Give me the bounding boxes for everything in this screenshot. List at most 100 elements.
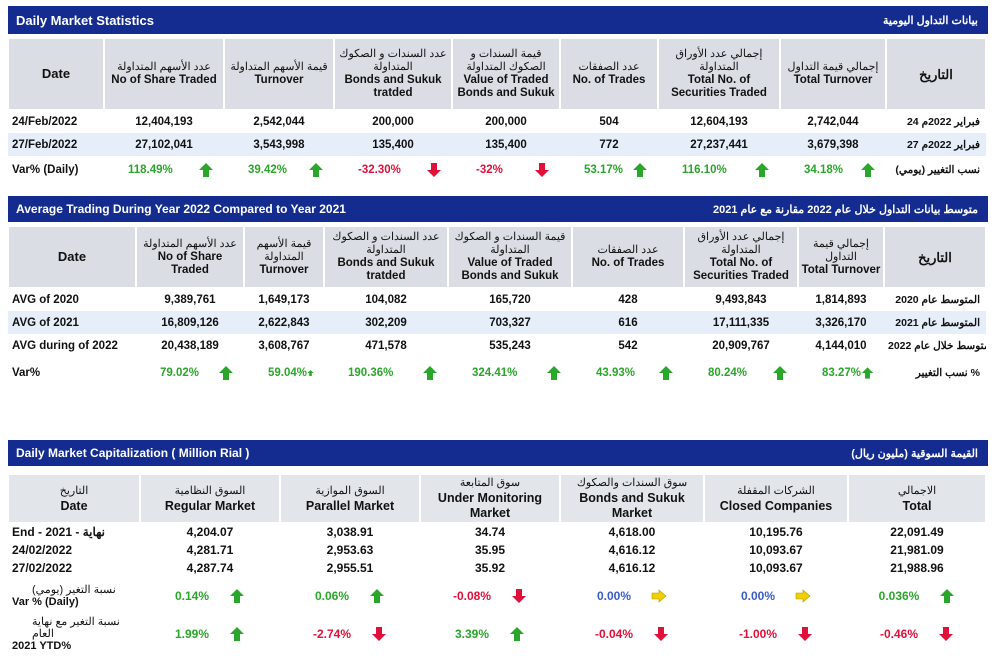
table-row: AVG of 2020 9,389,761 1,649,173 104,082 165,… [8, 288, 986, 311]
data-cell: 4,281.71 [186, 543, 234, 557]
row-date: AVG during of 2022 [12, 339, 118, 352]
arrow-down-icon [798, 627, 813, 641]
variance-cell: 0.036% [848, 577, 986, 615]
table-row: AVG of 2021 16,809,126 2,622,843 302,209 703… [8, 311, 986, 334]
column-header-en: No of Share Traded [111, 74, 217, 86]
data-cell: 135,400 [452, 133, 560, 156]
data-cell: 3,326,170 [798, 311, 884, 334]
column-header-ar: عدد السندات و الصكوك المتداولة [339, 48, 447, 73]
data-cell: 35.92 [474, 561, 506, 575]
column-header-en: Regular Market [164, 498, 256, 513]
column-header-ar: عدد الأسهم المتداولة [143, 237, 237, 250]
column-header-ar: سوق المتابعة [459, 477, 521, 489]
column-header-ar: عدد السندات و الصكوك المتداولة [332, 231, 440, 256]
variance-row: Var% (Daily) 118.49% 39.42% -32.30% -32% 53.1… [8, 156, 986, 184]
data-cell: 2,542,044 [253, 115, 305, 128]
variance-cell: -0.08% [420, 577, 560, 615]
variance-wrap: 59.04% [248, 365, 320, 381]
arrow-up-icon [219, 366, 233, 380]
variance-cell: 116.10% [658, 156, 780, 184]
variance-value: -0.08% [452, 589, 492, 603]
column-header: عدد السندات و الصكوك المتداولة Bonds and … [334, 38, 452, 110]
column-header-ar: عدد الصفقات [578, 61, 640, 73]
data-cell: 104,082 [365, 293, 407, 306]
column-header-ar: عدد الأسهم المتداولة [117, 61, 211, 73]
data-cell: 3,543,998 [224, 133, 334, 156]
variance-cell: 1.99% [140, 615, 280, 653]
column-header: Date [8, 38, 104, 110]
column-header-en: Turnover [254, 74, 304, 86]
data-cell: 135,400 [334, 133, 452, 156]
variance-value: 79.02% [160, 367, 200, 379]
column-header-ar: التاريخ [918, 249, 952, 265]
variance-value: 3.39% [454, 627, 490, 641]
column-header: الشركات المقفلة Closed Companies [704, 474, 848, 523]
arrow-up-icon [510, 627, 525, 641]
column-header: السوق النظامية Regular Market [140, 474, 280, 523]
variance-cell: 83.27% [798, 357, 884, 389]
table-row: AVG during of 2022 20,438,189 3,608,767 471… [8, 334, 986, 357]
data-cell: 16,809,126 [136, 311, 244, 334]
column-header-ar: عدد الصفقات [597, 244, 659, 256]
arrow-down-icon [654, 627, 669, 641]
data-cell: 4,616.12 [608, 543, 656, 557]
data-cell: 542 [618, 339, 638, 352]
arrow-down-icon [427, 163, 441, 177]
variance-cell: -2.74% [280, 615, 420, 653]
data-cell: 428 [618, 293, 638, 306]
data-cell: 1,649,173 [258, 293, 310, 306]
variance-row: نسبة التغير (يومي) Var % (Daily) 0.14% 0.06… [8, 577, 986, 615]
column-header-ar: إجمالي قيمة التداول [813, 237, 869, 263]
average-trading-table: Date عدد الأسهم المتداولة No of Share Trad… [8, 226, 986, 389]
variance-cell: 3.39% [420, 615, 560, 653]
column-header-ar: السوق النظامية [174, 484, 246, 497]
variance-value: 53.17% [584, 164, 624, 176]
column-header-ar: الشركات المقفلة [737, 484, 815, 497]
column-header-en: Bonds and Sukuk Market [579, 491, 685, 520]
data-cell: 165,720 [489, 293, 531, 306]
row-date: End - 2021 - نهاية [12, 525, 105, 539]
column-header-en: Bonds and Sukuk tratded [337, 257, 435, 282]
arrow-down-icon [512, 589, 527, 603]
variance-value: -2.74% [312, 627, 352, 641]
variance-cell: 39.42% [224, 156, 334, 184]
variance-value: 118.49% [128, 164, 173, 176]
variance-cell: 0.00% [704, 577, 848, 615]
row-date-ar: المتوسط خلال عام 2022 [888, 339, 986, 352]
column-header: إجمالي قيمة التداول Total Turnover [780, 38, 886, 110]
variance-cell: 118.49% [104, 156, 224, 184]
variance-value: 80.24% [708, 367, 748, 379]
variance-label-ar: نسب التغيير (يومي) [895, 164, 980, 176]
variance-label-ar: نسبة التغير (يومي) [32, 584, 116, 596]
variance-wrap: 190.36% [328, 365, 444, 381]
variance-cell: 53.17% [560, 156, 658, 184]
column-header-ar: السوق الموازية [315, 484, 385, 497]
data-cell: 2,953.63 [326, 543, 374, 557]
data-cell: 200,000 [485, 115, 527, 128]
column-header-en: Under Monitoring Market [437, 491, 543, 520]
variance-value: 0.06% [314, 589, 350, 603]
column-header: قيمة السندات و الصكوك المتداولة Value of … [448, 226, 572, 288]
column-header: عدد الأسهم المتداولة No of Share Traded [136, 226, 244, 288]
column-header-en: Total Turnover [801, 263, 881, 276]
variance-wrap: 43.93% [576, 365, 680, 381]
variance-value: 43.93% [596, 367, 636, 379]
row-date: 27/Feb/2022 [8, 133, 104, 156]
column-header-ar: قيمة الأسهم المتداولة [256, 237, 312, 263]
banner-title-ar: متوسط بيانات التداول خلال عام 2022 مقارن… [712, 204, 978, 216]
variance-label-en: 2021 YTD% [12, 640, 72, 652]
variance-value: 116.10% [682, 164, 727, 176]
table-row: End - 2021 - نهاية 4,204.07 3,038.91 34.74 4… [8, 523, 986, 541]
variance-label-ar: نسبة التغير مع نهاية العام [32, 616, 120, 640]
variance-value: -32.30% [358, 164, 401, 176]
column-header-ar: قيمة الأسهم المتداولة [230, 61, 328, 73]
column-header-ar: قيمة السندات و الصكوك المتداولة [466, 48, 546, 73]
data-cell: 200,000 [372, 115, 414, 128]
variance-value: 324.41% [472, 367, 518, 379]
table-row: 24/02/2022 4,281.71 2,953.63 35.95 4,616.12 1… [8, 541, 986, 559]
row-date-ar: 24 فبراير 2022م [906, 115, 980, 128]
column-header-ar: التاريخ [59, 484, 89, 497]
data-cell: 22,091.49 [890, 525, 944, 539]
column-header-en: Date [60, 498, 88, 513]
arrow-right-icon [651, 589, 667, 603]
